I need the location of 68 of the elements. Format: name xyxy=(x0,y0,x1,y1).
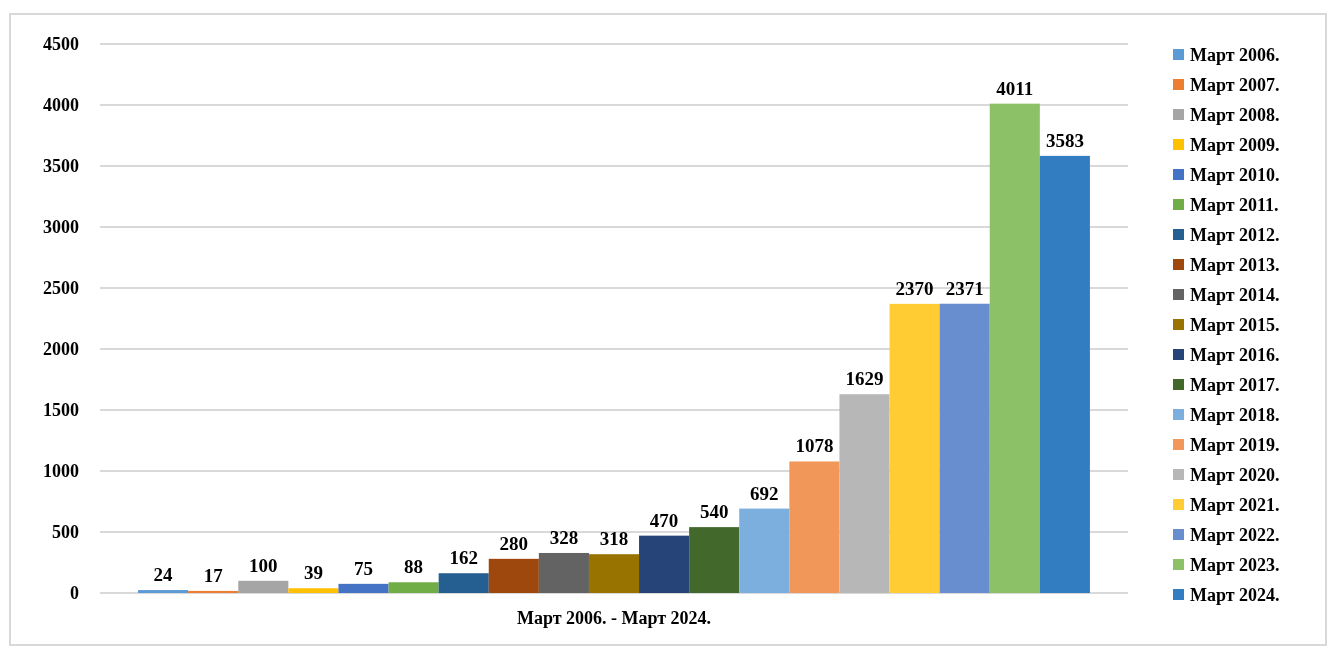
legend-label: Март 2021. xyxy=(1190,495,1280,516)
data-label: 24 xyxy=(153,564,174,586)
bar xyxy=(839,394,890,593)
bar xyxy=(388,582,439,593)
data-label: 2370 xyxy=(895,277,934,299)
data-label: 318 xyxy=(599,528,629,550)
legend-label: Март 2009. xyxy=(1190,135,1280,156)
data-label: 280 xyxy=(499,532,529,554)
y-tick-label: 4000 xyxy=(43,95,79,116)
bar xyxy=(989,103,1040,593)
bar xyxy=(338,583,389,593)
bar xyxy=(488,558,539,593)
y-tick-label: 2500 xyxy=(43,278,79,299)
bar xyxy=(889,303,940,593)
bar xyxy=(138,590,189,593)
y-tick-label: 1500 xyxy=(43,400,79,421)
bar xyxy=(538,552,589,593)
legend-label: Март 2011. xyxy=(1190,195,1279,216)
data-label: 17 xyxy=(203,564,224,586)
data-label: 328 xyxy=(549,526,579,548)
bar xyxy=(939,303,990,593)
legend-label: Март 2014. xyxy=(1190,285,1280,306)
bar xyxy=(1039,155,1090,593)
data-label: 75 xyxy=(354,557,374,579)
legend-label: Март 2013. xyxy=(1190,255,1280,276)
legend-label: Март 2017. xyxy=(1190,375,1280,396)
x-tick-label: Март 2006. - Март 2024. xyxy=(516,607,712,628)
bar xyxy=(689,527,740,593)
legend-label: Март 2019. xyxy=(1190,435,1280,456)
y-tick-label: 4500 xyxy=(43,34,79,55)
y-tick-label: 1000 xyxy=(43,461,79,482)
legend-label: Март 2008. xyxy=(1190,105,1280,126)
bar xyxy=(588,554,640,593)
legend-label: Март 2024. xyxy=(1190,585,1280,606)
bar xyxy=(639,535,690,593)
legend-label: Март 2022. xyxy=(1190,525,1280,546)
data-label: 470 xyxy=(649,509,679,531)
legend-label: Март 2012. xyxy=(1190,225,1280,246)
y-tick-label: 3500 xyxy=(43,156,79,177)
legend-label: Март 2016. xyxy=(1190,345,1280,366)
y-tick-label: 2000 xyxy=(43,339,79,360)
bar xyxy=(789,461,840,593)
data-label: 162 xyxy=(449,547,478,569)
y-tick-label: 0 xyxy=(70,583,79,604)
legend-label: Март 2020. xyxy=(1190,465,1280,486)
legend-label: Март 2006. xyxy=(1190,45,1280,66)
bar xyxy=(188,590,239,593)
data-label: 4011 xyxy=(996,77,1034,99)
legend-label: Март 2010. xyxy=(1190,165,1280,186)
y-tick-label: 3000 xyxy=(43,217,79,238)
legend-label: Март 2015. xyxy=(1190,315,1280,336)
bar xyxy=(739,508,790,593)
data-label: 100 xyxy=(249,554,278,576)
data-label: 1629 xyxy=(845,368,884,390)
data-label: 692 xyxy=(750,482,779,504)
legend-label: Март 2018. xyxy=(1190,405,1280,426)
bar xyxy=(238,580,289,593)
data-label: 39 xyxy=(303,562,323,584)
data-label: 2371 xyxy=(945,277,984,299)
legend-label: Март 2007. xyxy=(1190,75,1280,96)
y-tick-label: 500 xyxy=(52,522,79,543)
data-label: 88 xyxy=(404,556,424,578)
legend-label: Март 2023. xyxy=(1190,555,1280,576)
data-label: 540 xyxy=(699,501,729,523)
bar xyxy=(288,588,339,593)
data-label: 3583 xyxy=(1045,129,1084,151)
data-label: 1078 xyxy=(795,435,834,457)
bar xyxy=(438,573,489,593)
